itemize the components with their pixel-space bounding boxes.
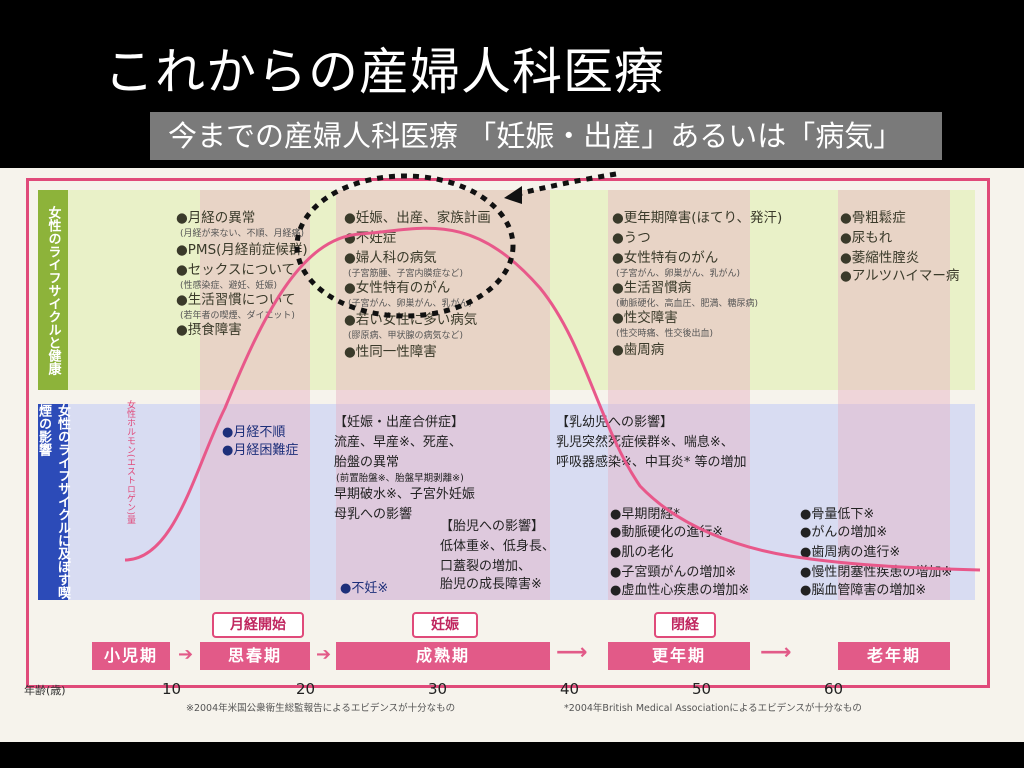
list-item: ●子宮頸がんの増加※: [610, 565, 737, 580]
list-item: ●婦人科の病気: [344, 250, 437, 266]
list-item: ●萎縮性腟炎: [840, 250, 920, 266]
infertility-item: ●不妊※: [340, 581, 389, 596]
stage-maturity: 成熟期: [336, 642, 550, 670]
stage-elderly: 老年期: [838, 642, 950, 670]
list-item: ●脳血管障害の増加※: [800, 583, 927, 598]
list-item: ●性同一性障害: [344, 344, 437, 360]
list-item: 胎児の成長障害※: [440, 577, 542, 592]
list-item: ●がんの増加※: [800, 525, 888, 540]
list-item: 早期破水※、子宮外妊娠: [334, 487, 475, 502]
arrow-right-icon: ⟶: [556, 640, 588, 665]
axis-tick: 10: [162, 680, 182, 698]
list-item: ●女性特有のがん: [612, 250, 719, 266]
side-label-health: 女性のライフサイクルと健康: [38, 190, 68, 390]
list-item: ●PMS(月経前症候群): [176, 242, 308, 258]
list-item: ●虚血性心疾患の増加※: [610, 583, 750, 598]
axis-tick: 50: [692, 680, 712, 698]
stage-childhood: 小児期: [92, 642, 170, 670]
list-item: ●骨量低下※: [800, 507, 875, 522]
event-menopause: 閉経: [654, 612, 716, 638]
arrow-right-icon: ➔: [178, 644, 194, 665]
arrow-right-icon: ➔: [316, 644, 332, 665]
list-item: ●妊娠、出産、家族計画: [344, 210, 491, 226]
axis-tick: 20: [296, 680, 316, 698]
list-item: ●生活習慣病: [612, 280, 692, 296]
footnote-2: *2004年British Medical Associationによるエビデン…: [564, 703, 862, 714]
event-pregnancy: 妊娠: [412, 612, 478, 638]
list-item: ●歯周病: [612, 342, 665, 358]
list-item: (子宮がん、卵巣がん、乳がん): [348, 299, 473, 309]
axis-tick: 60: [824, 680, 844, 698]
list-item: ●セックスについて: [176, 262, 295, 278]
list-item: (性交時痛、性交後出血): [616, 329, 714, 339]
list-item: 【胎児への影響】: [440, 519, 545, 534]
list-item: (月経が来ない、不順、月経痛): [180, 229, 305, 239]
list-item: ●動脈硬化の進行※: [610, 525, 724, 540]
list-item: ●慢性閉塞性疾患の増加※: [800, 565, 953, 580]
axis-tick: 40: [560, 680, 580, 698]
lifecycle-diagram: 女性のライフサイクルと健康 女性のライフサイクルに及ぼす喫煙の影響 女性ホルモン…: [0, 168, 1024, 742]
axis-label: 年齢(歳): [24, 684, 66, 697]
list-item: ●更年期障害(ほてり、発汗): [612, 210, 783, 226]
list-item: ●アルツハイマー病: [840, 268, 960, 284]
slide-subtitle: 今までの産婦人科医療 「妊娠・出産」あるいは「病気」: [150, 112, 942, 160]
axis-tick: 30: [428, 680, 448, 698]
slide-title: これからの産婦人科医療: [104, 43, 665, 101]
list-item: ●性交障害: [612, 310, 678, 326]
list-item: ●早期閉経*: [610, 507, 680, 522]
list-item: ●摂食障害: [176, 322, 242, 338]
stage-puberty: 思春期: [200, 642, 310, 670]
list-item: ●歯周病の進行※: [800, 545, 901, 560]
list-item: ●肌の老化: [610, 545, 674, 560]
list-item: ●月経の異常: [176, 210, 256, 226]
event-menarche: 月経開始: [212, 612, 304, 638]
list-item: 母乳への影響: [334, 507, 413, 522]
list-item: 【妊娠・出産合併症】: [334, 415, 465, 430]
list-item: 低体重※、低身長、: [440, 539, 555, 554]
list-item: ●うつ: [612, 230, 651, 246]
list-item: 口蓋裂の増加、: [440, 559, 532, 574]
arrow-right-icon: ⟶: [760, 640, 792, 665]
hormone-label: 女性ホルモン(エストロゲン)量: [125, 400, 135, 525]
list-item: 【乳幼児への影響】: [556, 415, 674, 430]
list-item: 流産、早産※、死産、: [334, 435, 462, 450]
list-item: ●月経困難症: [222, 443, 299, 458]
side-label-smoking: 女性のライフサイクルに及ぼす喫煙の影響: [36, 404, 70, 600]
list-item: 呼吸器感染※、中耳炎* 等の増加: [556, 455, 747, 470]
list-item: ●月経不順: [222, 425, 286, 440]
list-item: (膠原病、甲状腺の病気など): [348, 331, 464, 341]
list-item: ●不妊症: [344, 230, 397, 246]
list-item: ●骨粗鬆症: [840, 210, 906, 226]
list-item: ●生活習慣について: [176, 292, 296, 308]
list-item: ●若い女性に多い病気: [344, 312, 478, 328]
list-item: ●尿もれ: [840, 230, 893, 246]
footnote-1: ※2004年米国公衆衛生総監報告によるエビデンスが十分なもの: [186, 703, 456, 714]
list-item: 乳児突然死症候群※、喘息※、: [556, 435, 734, 450]
list-item: ●女性特有のがん: [344, 280, 451, 296]
stage-menopause: 更年期: [608, 642, 750, 670]
